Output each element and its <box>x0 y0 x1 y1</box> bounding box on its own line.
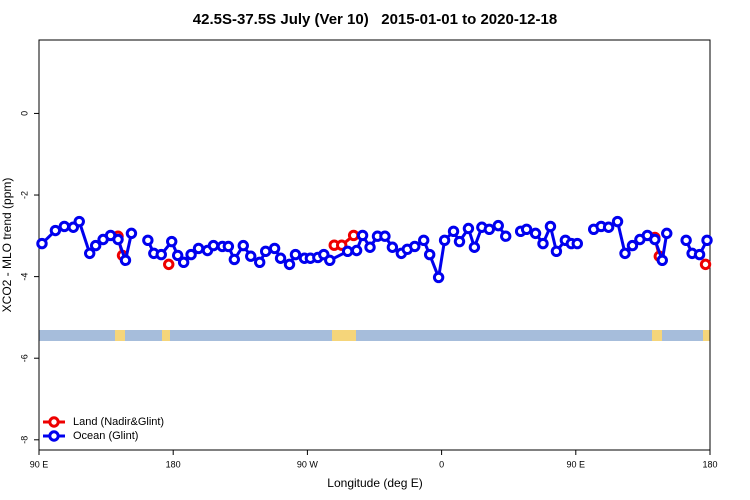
data-point <box>447 225 460 238</box>
y-tick-label: -4 <box>19 273 29 281</box>
data-point <box>341 245 354 258</box>
data-point <box>177 256 190 269</box>
data-point <box>680 234 692 247</box>
data-point <box>324 254 336 266</box>
data-point <box>656 254 668 266</box>
data-point <box>228 253 241 266</box>
x-tick-label: 90 W <box>297 459 319 469</box>
land-patch <box>652 330 662 341</box>
x-tick-label: 90 E <box>30 459 49 469</box>
data-point <box>418 234 430 247</box>
legend-label: Ocean (Glint) <box>73 430 138 442</box>
data-point <box>602 221 615 233</box>
x-axis-label: Longitude (deg E) <box>327 476 422 490</box>
x-tick-label: 90 E <box>567 459 586 469</box>
land-patch <box>162 330 170 341</box>
data-point <box>163 258 175 271</box>
data-point <box>245 250 257 262</box>
data-point <box>274 252 287 264</box>
x-tick-label: 0 <box>439 459 444 469</box>
ocean-strip <box>39 330 710 341</box>
land-patch <box>332 330 356 341</box>
data-point <box>119 254 132 266</box>
data-point <box>500 230 512 242</box>
data-point <box>36 237 48 250</box>
data-point <box>259 245 272 258</box>
chart-title: 42.5S-37.5S July (Ver 10) 2015-01-01 to … <box>193 11 557 28</box>
data-point <box>386 241 399 253</box>
data-point <box>155 248 167 261</box>
data-point <box>468 241 481 253</box>
data-point <box>166 235 178 248</box>
surface-strip <box>39 330 710 341</box>
y-tick-label: 0 <box>19 111 29 116</box>
data-point <box>237 239 249 252</box>
data-point <box>192 242 205 255</box>
data-point <box>520 223 533 235</box>
data-point <box>112 233 124 246</box>
data-point <box>661 227 673 240</box>
y-tick-label: -2 <box>19 191 29 199</box>
y-axis-label: XCO2 - MLO trend (ppm) <box>0 178 14 313</box>
data-point <box>49 224 62 237</box>
data-point <box>283 258 296 271</box>
data-point <box>89 239 102 252</box>
data-point <box>701 234 713 247</box>
data-point <box>83 247 96 260</box>
data-point <box>185 248 197 261</box>
data-point <box>649 233 661 246</box>
land-patch <box>703 330 710 341</box>
y-tick-label: -8 <box>19 436 29 444</box>
data-point <box>699 258 712 271</box>
data-point <box>550 245 563 258</box>
data-point <box>125 227 138 240</box>
data-point <box>409 240 421 253</box>
data-point <box>171 249 184 262</box>
data-point <box>347 229 360 242</box>
data-point <box>453 235 466 248</box>
data-point <box>73 215 85 228</box>
data-point <box>289 248 302 261</box>
data-point <box>142 234 154 247</box>
data-point <box>544 220 557 233</box>
x-tick-label: 180 <box>702 459 717 469</box>
x-tick-label: 180 <box>166 459 181 469</box>
data-point <box>58 220 71 233</box>
legend-label: Land (Nadir&Glint) <box>73 416 164 428</box>
data-point <box>268 242 281 255</box>
data-point <box>571 237 583 250</box>
legend-marker <box>48 430 60 442</box>
data-point <box>253 256 266 269</box>
data-point <box>423 248 436 261</box>
data-point <box>626 239 639 252</box>
data-point <box>356 229 369 242</box>
data-point <box>529 227 542 240</box>
data-point <box>350 244 363 257</box>
y-tick-label: -6 <box>19 354 29 362</box>
data-point <box>619 247 631 260</box>
data-point <box>207 239 220 252</box>
data-point <box>693 248 706 261</box>
data-point <box>379 230 391 242</box>
land-patch <box>115 330 125 341</box>
data-point <box>462 222 475 235</box>
data-point <box>492 219 504 232</box>
data-point <box>537 237 549 250</box>
data-point <box>611 215 624 228</box>
data-point <box>483 223 496 235</box>
data-point <box>222 240 235 253</box>
legend-marker <box>48 416 60 428</box>
data-point <box>438 234 451 247</box>
data-point <box>432 271 445 284</box>
data-point <box>364 241 376 253</box>
